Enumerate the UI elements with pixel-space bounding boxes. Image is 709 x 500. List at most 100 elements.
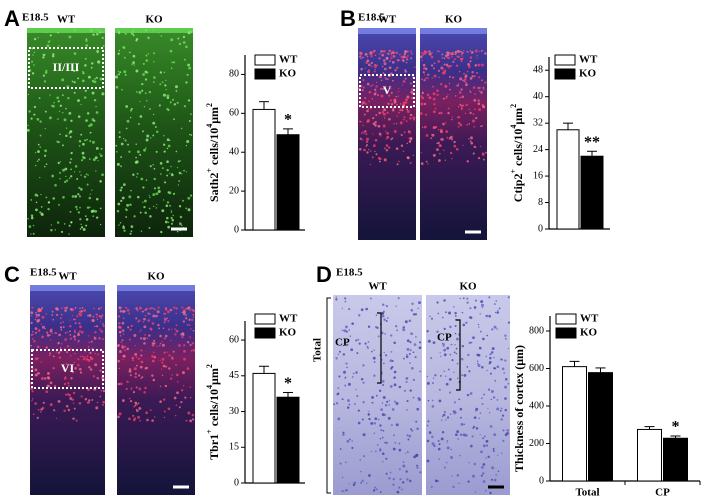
cell-dot xyxy=(99,328,102,331)
cell-dot xyxy=(426,375,429,378)
cell-dot xyxy=(337,387,340,390)
cell-dot xyxy=(163,134,165,137)
cell-dot xyxy=(95,76,98,79)
cell-dot xyxy=(410,88,414,91)
cell-dot xyxy=(398,448,402,452)
cell-dot xyxy=(367,108,370,110)
cell-dot xyxy=(437,69,441,72)
cell-dot xyxy=(406,354,408,356)
cell-dot xyxy=(151,359,155,363)
cell-dot xyxy=(345,461,347,464)
cell-dot xyxy=(381,65,384,68)
cell-dot xyxy=(95,105,97,108)
cell-dot xyxy=(89,193,92,195)
cell-dot xyxy=(140,230,143,233)
cell-dot xyxy=(398,53,401,56)
cell-dot xyxy=(504,377,508,381)
cell-dot xyxy=(58,171,62,174)
cell-dot xyxy=(399,108,402,112)
cell-dot xyxy=(453,401,456,404)
cell-dot xyxy=(118,131,121,134)
cell-dot xyxy=(372,117,375,120)
cell-dot xyxy=(94,325,96,328)
cell-dot xyxy=(473,75,476,78)
cell-dot xyxy=(448,82,451,85)
cell-dot xyxy=(68,111,72,115)
cell-dot xyxy=(153,308,155,310)
cell-dot xyxy=(121,329,125,332)
cell-dot xyxy=(149,108,151,110)
cell-dot xyxy=(477,86,480,90)
cell-dot xyxy=(78,186,81,190)
cell-dot xyxy=(426,424,429,427)
cell-dot xyxy=(90,66,93,69)
cell-dot xyxy=(367,119,371,123)
cell-dot xyxy=(123,183,126,186)
cell-dot xyxy=(152,163,155,166)
cell-dot xyxy=(145,411,149,415)
cell-dot xyxy=(457,121,461,125)
cell-dot xyxy=(71,80,74,83)
cell-dot xyxy=(139,330,141,332)
cell-dot xyxy=(449,151,453,155)
cell-dot xyxy=(37,158,40,161)
cell-dot xyxy=(159,385,162,388)
cell-dot xyxy=(65,306,68,310)
cell-dot xyxy=(152,193,156,197)
cell-dot xyxy=(368,474,371,477)
cell-dot xyxy=(432,110,436,114)
stage-label: E18.5 xyxy=(22,12,49,24)
cell-dot xyxy=(358,147,362,151)
cell-dot xyxy=(102,45,105,47)
cell-dot xyxy=(96,32,99,36)
cell-dot xyxy=(442,97,445,100)
cell-dot xyxy=(101,403,104,406)
cell-dot xyxy=(335,402,339,405)
cell-dot xyxy=(43,53,46,56)
cell-dot xyxy=(426,51,428,53)
cell-dot xyxy=(421,126,424,128)
cell-dot xyxy=(119,189,122,192)
cell-dot xyxy=(497,454,499,456)
cell-dot xyxy=(449,413,452,415)
cell-dot xyxy=(398,59,401,62)
cell-dot xyxy=(99,179,102,183)
cell-dot xyxy=(463,50,465,52)
cell-dot xyxy=(374,417,378,421)
cell-dot xyxy=(481,125,483,127)
cell-dot xyxy=(337,353,340,355)
cell-dot xyxy=(158,344,161,347)
cell-dot xyxy=(489,425,493,428)
cell-dot xyxy=(69,337,73,340)
cell-dot xyxy=(35,208,38,211)
cell-dot xyxy=(32,232,35,235)
cell-dot xyxy=(155,192,159,196)
cell-dot xyxy=(166,216,169,220)
cell-dot xyxy=(372,356,376,360)
cell-dot xyxy=(164,334,168,338)
cell-dot xyxy=(482,87,485,90)
cell-dot xyxy=(92,158,96,162)
cell-dot xyxy=(374,88,377,91)
y-axis-label-part: + xyxy=(205,168,214,173)
cell-dot xyxy=(153,356,157,359)
cell-dot xyxy=(408,140,412,143)
cell-dot xyxy=(97,60,101,64)
cell-dot xyxy=(410,57,413,60)
cell-dot xyxy=(124,32,127,35)
cell-dot xyxy=(189,336,192,338)
cell-dot xyxy=(99,77,103,81)
cell-dot xyxy=(482,472,485,475)
cell-dot xyxy=(439,352,441,354)
cell-dot xyxy=(419,471,422,474)
cell-dot xyxy=(350,348,354,352)
cell-dot xyxy=(31,400,33,402)
cell-dot xyxy=(371,84,374,86)
cell-dot xyxy=(30,216,34,220)
cell-dot xyxy=(446,441,448,444)
cell-dot xyxy=(59,317,62,320)
cell-dot xyxy=(181,389,184,392)
cell-dot xyxy=(481,365,484,369)
cell-dot xyxy=(95,406,99,410)
cell-dot xyxy=(171,61,174,64)
